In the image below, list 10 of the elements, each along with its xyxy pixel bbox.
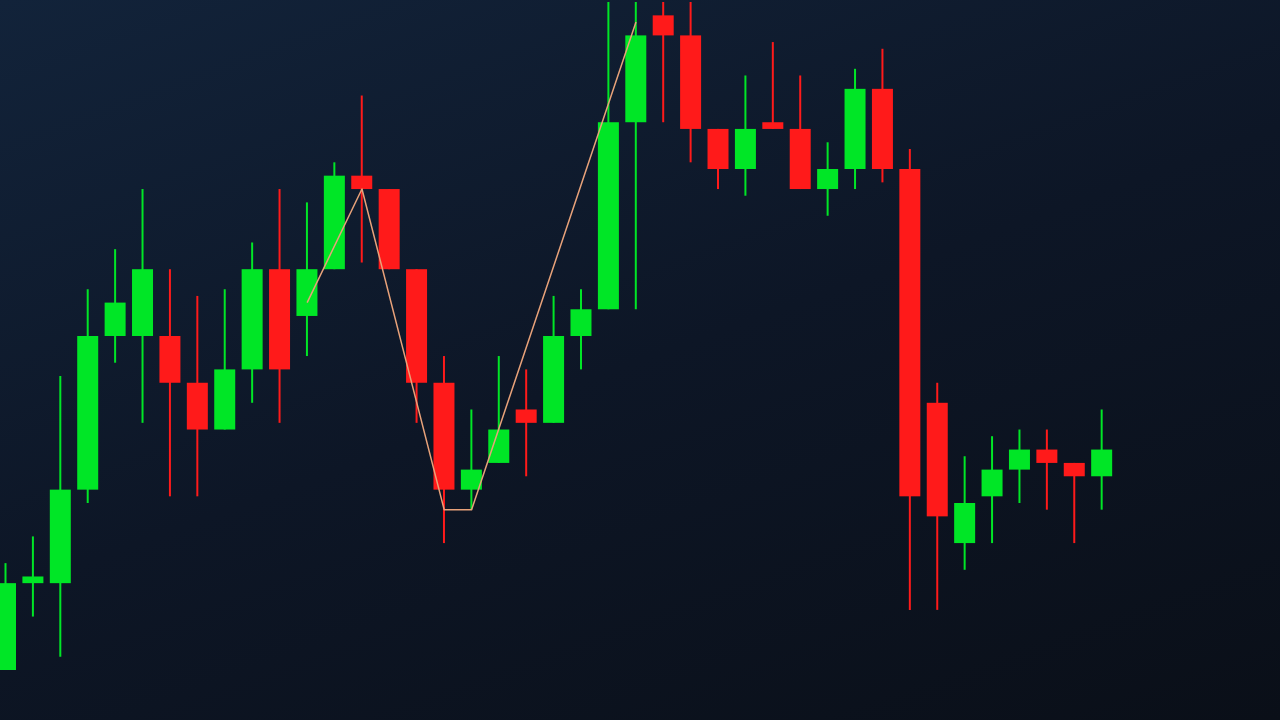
candlestick (652, 2, 674, 124)
candlestick (762, 41, 784, 130)
candlestick (22, 535, 44, 618)
candlestick (1036, 428, 1058, 511)
candlestick (1063, 461, 1085, 545)
candlestick (817, 141, 839, 217)
candlestick (515, 368, 537, 478)
candlestick (1008, 428, 1030, 504)
candlestick (460, 408, 482, 511)
candlestick (351, 94, 373, 264)
